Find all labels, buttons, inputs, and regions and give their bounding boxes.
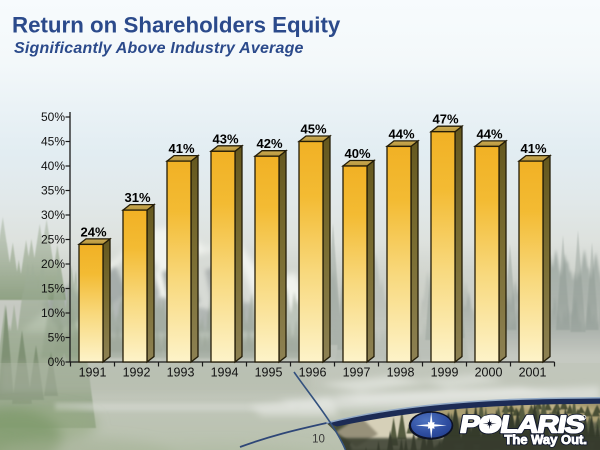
svg-text:31%: 31% xyxy=(124,190,150,205)
svg-text:10%: 10% xyxy=(41,306,65,320)
svg-text:0%: 0% xyxy=(48,355,66,369)
svg-text:43%: 43% xyxy=(212,131,238,146)
svg-text:10: 10 xyxy=(312,434,325,446)
svg-text:47%: 47% xyxy=(432,112,458,127)
svg-text:24%: 24% xyxy=(80,224,106,239)
svg-text:Significantly Above Industry A: Significantly Above Industry Average xyxy=(14,40,304,57)
svg-text:1991: 1991 xyxy=(79,366,107,380)
svg-text:30%: 30% xyxy=(41,208,65,222)
svg-text:The Way Out.: The Way Out. xyxy=(504,432,587,447)
svg-text:44%: 44% xyxy=(388,126,414,141)
svg-text:POLARIS: POLARIS xyxy=(458,410,587,438)
svg-text:POLARIS: POLARIS xyxy=(458,410,587,438)
svg-text:41%: 41% xyxy=(520,141,546,156)
svg-text:25%: 25% xyxy=(41,233,65,247)
svg-text:44%: 44% xyxy=(476,126,502,141)
svg-text:50%: 50% xyxy=(41,110,65,124)
svg-text:15%: 15% xyxy=(41,282,65,296)
svg-text:1999: 1999 xyxy=(431,366,459,380)
svg-text:1998: 1998 xyxy=(387,366,415,380)
svg-text:45%: 45% xyxy=(41,135,65,149)
svg-text:2001: 2001 xyxy=(519,366,547,380)
svg-text:The Way Out.: The Way Out. xyxy=(504,432,587,447)
svg-text:45%: 45% xyxy=(300,122,326,137)
svg-text:2000: 2000 xyxy=(475,366,503,380)
svg-text:42%: 42% xyxy=(256,136,282,151)
svg-text:Return on Shareholders Equity: Return on Shareholders Equity xyxy=(12,13,341,38)
svg-text:1993: 1993 xyxy=(167,366,195,380)
svg-text:41%: 41% xyxy=(168,141,194,156)
svg-text:1994: 1994 xyxy=(211,366,239,380)
svg-text:35%: 35% xyxy=(41,184,65,198)
svg-text:1995: 1995 xyxy=(255,366,283,380)
svg-text:40%: 40% xyxy=(344,146,370,161)
svg-text:1992: 1992 xyxy=(123,366,151,380)
svg-text:1996: 1996 xyxy=(299,366,327,380)
svg-text:1997: 1997 xyxy=(343,366,371,380)
svg-text:20%: 20% xyxy=(41,257,65,271)
svg-text:5%: 5% xyxy=(48,331,66,345)
svg-text:40%: 40% xyxy=(41,159,65,173)
